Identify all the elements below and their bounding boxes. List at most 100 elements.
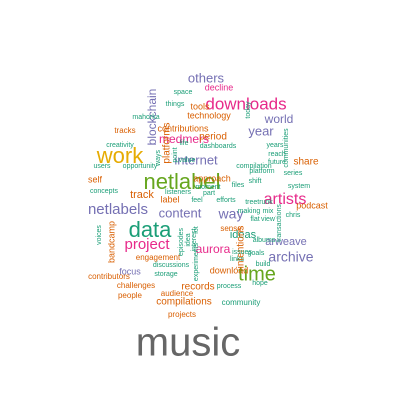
word-compilations: compilations <box>156 297 212 308</box>
word-sense: sense <box>220 224 242 233</box>
word-mix: mix <box>263 208 274 215</box>
word-others: others <box>188 70 225 85</box>
word-tools: tools <box>190 101 210 111</box>
word-compilation: compilation <box>236 163 272 170</box>
word-concepts: concepts <box>90 188 119 195</box>
word-archive: archive <box>268 249 313 265</box>
word-track: track <box>130 189 154 201</box>
word-technology: technology <box>187 110 231 120</box>
word-process: process <box>217 283 242 290</box>
word-project: project <box>124 236 170 253</box>
word-goals: goals <box>248 250 265 257</box>
word-data: data <box>129 217 173 242</box>
word-period: period <box>199 132 227 143</box>
word-feel: feel <box>191 197 203 204</box>
word-treetrunk: treetrunk <box>245 199 273 206</box>
word-dashboards: dashboards <box>200 143 237 150</box>
word-projects: projects <box>168 310 196 319</box>
word-build: build <box>256 261 271 268</box>
word-contributions: contributions <box>157 123 209 133</box>
word-label: label <box>160 194 179 204</box>
word-approach: approach <box>193 173 231 183</box>
word-things: things <box>166 101 185 108</box>
word-links: links <box>230 256 245 263</box>
word-content: content <box>159 205 202 220</box>
word-intentions: intentions <box>236 226 247 269</box>
word-community: community <box>222 298 261 307</box>
word-arweave: arweave <box>265 236 307 248</box>
word-series: series <box>284 170 303 177</box>
word-lot: lot <box>193 226 200 233</box>
word-part: part <box>203 190 215 197</box>
word-tracks: tracks <box>114 126 135 135</box>
word-life: life <box>180 140 189 147</box>
word-share: share <box>293 157 318 168</box>
word-making: making <box>238 208 261 215</box>
word-medmers: medmers <box>159 132 209 146</box>
word-efforts: efforts <box>216 197 236 204</box>
word-value: value <box>179 157 196 164</box>
word-platforms: platforms <box>162 122 173 163</box>
word-records: records <box>181 282 214 293</box>
word-blockchain: blockchain <box>145 89 159 146</box>
word-storage: storage <box>154 271 177 278</box>
word-moment: moment <box>195 184 220 191</box>
word-decline: decline <box>205 82 234 92</box>
word-people: people <box>118 291 143 300</box>
word-interest: interest <box>191 228 198 251</box>
word-world: world <box>264 112 294 126</box>
word-mahorka: mahorka <box>132 114 159 121</box>
word-bandcamp: bandcamp <box>106 221 116 263</box>
word-focus: focus <box>119 266 141 276</box>
word-issues: issues <box>232 249 252 256</box>
word-work: work <box>96 143 144 168</box>
word-point: point <box>172 147 179 162</box>
word-podcast: podcast <box>296 200 328 210</box>
word-future: future <box>268 159 286 166</box>
word-discussions: discussions <box>153 262 190 269</box>
word-ideas: ideas <box>230 229 257 241</box>
word-time: time <box>238 263 276 285</box>
word-download: download <box>210 265 249 275</box>
word-contributors: contributors <box>88 272 130 281</box>
word-space: space <box>174 89 193 96</box>
word-challenges: challenges <box>117 281 155 290</box>
word-platform: platform <box>249 168 274 175</box>
word-netlabel: netlabel <box>143 169 220 194</box>
word-users: users <box>93 163 111 170</box>
word-engagement: engagement <box>136 253 181 262</box>
word-aurora: aurora <box>196 242 231 256</box>
word-idea: idea <box>185 233 192 246</box>
word-netlabels: netlabels <box>88 201 148 218</box>
word-shift: shift <box>249 178 262 185</box>
word-opportunity: opportunity <box>123 163 158 170</box>
word-system: system <box>288 183 310 190</box>
word-artists: artists <box>264 191 307 208</box>
word-creativity: creativity <box>106 142 134 149</box>
word-voices: voices <box>96 225 103 245</box>
word-year: year <box>248 123 274 138</box>
word-reach: reach <box>268 151 286 158</box>
word-audience: audience <box>161 289 194 298</box>
word-years: years <box>266 142 284 149</box>
word-episodes: episodes <box>178 227 185 256</box>
word-chris: chris <box>286 212 301 219</box>
word-view: view <box>261 216 276 223</box>
word-transactions: transactions <box>276 204 283 242</box>
word-music: music <box>136 321 240 365</box>
word-internet: internet <box>174 152 218 167</box>
word-communities: communities <box>283 128 290 168</box>
word-listeners: listeners <box>165 189 192 196</box>
word-way: way <box>218 206 244 222</box>
word-flat: flat <box>250 216 259 223</box>
word-today: today <box>245 101 252 119</box>
word-files: files <box>232 182 245 189</box>
word-hope: hope <box>252 280 268 287</box>
word-albums: albums <box>253 237 276 244</box>
word-downloads: downloads <box>205 94 286 113</box>
word-self: self <box>88 174 103 184</box>
word-ways: ways <box>155 150 162 167</box>
word-experiments: experiments <box>193 242 200 281</box>
